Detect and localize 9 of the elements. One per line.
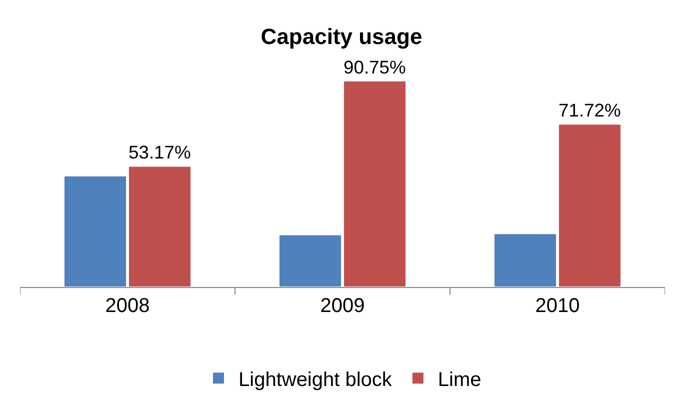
- legend-label: Lime: [438, 368, 482, 391]
- x-tick-label: 2008: [105, 295, 150, 317]
- x-tick-label: 2010: [535, 295, 580, 317]
- legend-label: Lightweight block: [238, 368, 393, 391]
- data-label: 90.75%: [343, 56, 406, 78]
- data-label: 53.17%: [128, 142, 191, 163]
- data-label: 71.72%: [558, 99, 621, 120]
- chart-title: Capacity usage: [260, 24, 422, 50]
- x-tick-label: 2009: [320, 295, 365, 317]
